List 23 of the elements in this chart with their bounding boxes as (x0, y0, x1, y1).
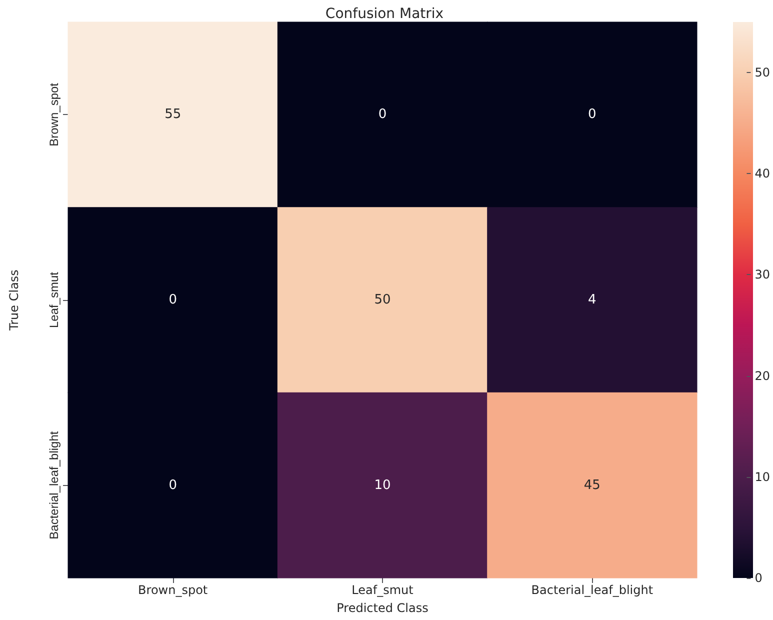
x-axis-title: Predicted Class (336, 601, 428, 615)
color-bar-label: 30 (754, 268, 770, 282)
y-tick-label: Brown_spot (47, 82, 61, 146)
color-bar-label: 50 (754, 66, 770, 80)
x-tick-label: Bacterial_leaf_blight (531, 583, 654, 597)
y-axis-title: True Class (7, 270, 21, 332)
data-label: 0 (378, 107, 387, 122)
data-label: 0 (588, 107, 596, 122)
color-bar-label: 0 (754, 571, 762, 585)
x-tick-label: Leaf_smut (352, 583, 414, 597)
data-label: 55 (164, 107, 182, 122)
data-label: 4 (588, 292, 596, 308)
data-label: 45 (584, 478, 600, 493)
chart-title: Confusion Matrix (325, 6, 444, 22)
data-label: 10 (374, 478, 391, 493)
data-label: 0 (168, 478, 177, 493)
data-label: 50 (374, 292, 391, 308)
color-bar-label: 40 (754, 166, 770, 181)
y-tick-label: Leaf_smut (47, 271, 61, 328)
color-bar-label: 10 (754, 470, 770, 484)
x-tick-label: Brown_spot (138, 583, 208, 597)
color-bar-label: 20 (754, 368, 770, 383)
data-label: 0 (168, 292, 177, 308)
